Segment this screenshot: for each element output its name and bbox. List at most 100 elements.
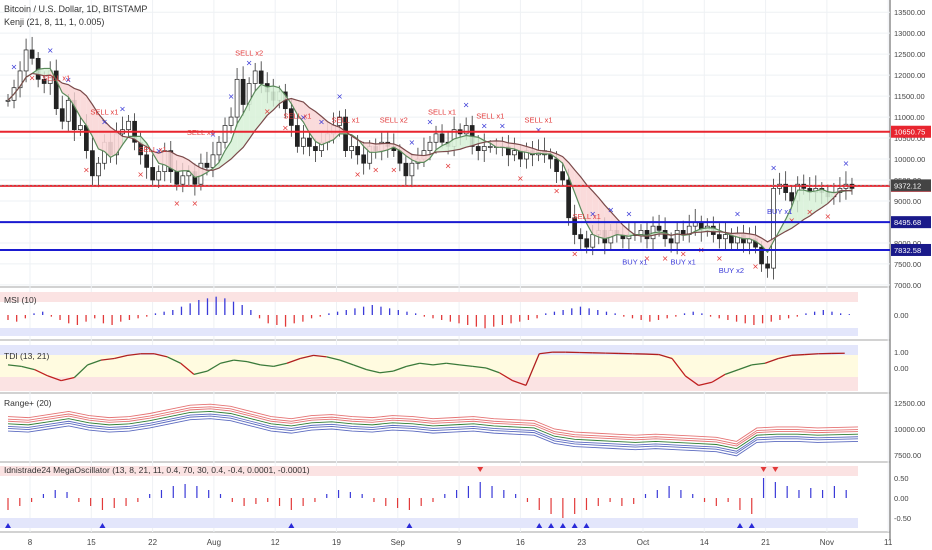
candle-body: [548, 154, 553, 160]
x-tick-label: 14: [700, 538, 709, 547]
y-tick-label: 12500.00: [894, 50, 925, 59]
range-band-line: [7, 415, 859, 454]
trade-annotation: SELL x1: [90, 107, 118, 116]
kenji-cloud: [68, 84, 75, 107]
tdi-line-segment: [180, 362, 195, 375]
level-price-tag: [891, 243, 931, 256]
price-axis: [890, 0, 932, 550]
kenji-cloud: [743, 233, 750, 239]
osc-buy-triangle: [736, 523, 743, 528]
indicator-title: Kenji (21, 8, 11, 1, 0.005): [4, 17, 105, 27]
kenji-cloud: [454, 137, 461, 151]
candle-body: [150, 167, 156, 181]
kenji-cloud: [791, 190, 798, 229]
kenji-cloud: [291, 98, 298, 115]
signal-cross-marker: ×: [463, 100, 470, 109]
signal-cross-marker: ×: [29, 73, 36, 82]
tdi-line-segment: [353, 364, 367, 371]
tdi-line-segment: [286, 357, 301, 364]
y-tick-label: 12000.00: [894, 71, 925, 80]
tdi-line-segment: [153, 353, 168, 358]
candle-body: [144, 154, 150, 168]
x-tick-label: Sep: [391, 538, 406, 547]
tdi-line-segment: [60, 376, 75, 382]
tdi-line-segment: [379, 370, 394, 374]
candle-body: [258, 70, 264, 84]
signal-cross-marker: ×: [83, 166, 90, 175]
tdi-line-segment: [326, 356, 341, 361]
range-band-line: [7, 403, 859, 442]
tdi-line-segment: [751, 362, 766, 366]
msi-overbought-band: [0, 292, 858, 302]
osc-y-tick: 0.50: [894, 474, 909, 483]
osc-buy-triangle: [748, 523, 755, 528]
candle-body: [288, 108, 294, 126]
candle-body: [295, 125, 300, 147]
trade-annotation: BUY x2: [719, 266, 744, 275]
trade-annotation: SELL x1: [524, 116, 552, 125]
kenji-cloud: [423, 154, 430, 163]
signal-cross-marker: ×: [716, 254, 723, 263]
candle-body: [789, 192, 795, 202]
kenji-cloud: [496, 140, 503, 148]
signal-cross-marker: ×: [535, 126, 542, 135]
kenji-cloud: [170, 151, 177, 172]
candle-body: [512, 150, 517, 156]
candle-body: [23, 49, 29, 72]
osc-buy-triangle: [571, 523, 578, 528]
signal-cross-marker: ×: [354, 170, 361, 179]
signal-cross-marker: ×: [173, 199, 180, 208]
signal-cross-marker: ×: [481, 121, 488, 130]
kenji-cloud: [381, 143, 388, 152]
trade-annotation: BUY x1: [622, 258, 647, 267]
signal-cross-marker: ×: [101, 117, 108, 126]
tdi-line-segment: [47, 375, 62, 382]
tdi-line-segment: [658, 353, 673, 360]
candle-body: [234, 78, 240, 118]
tdi-line-segment: [804, 353, 819, 356]
msi-oversold-band: [0, 328, 858, 336]
kenji-cloud: [707, 227, 714, 232]
range-y-tick: 10000.00: [894, 425, 925, 434]
tdi-line-segment: [366, 368, 381, 374]
candle-body: [210, 154, 216, 168]
signal-cross-marker: ×: [553, 187, 560, 196]
tdi-line-segment: [684, 375, 700, 386]
kenji-cloud: [532, 148, 539, 155]
candle-body: [252, 70, 258, 84]
kenji-cloud: [809, 190, 816, 217]
x-tick-label: Nov: [820, 538, 834, 547]
x-tick-label: 15: [87, 538, 96, 547]
candle-body: [572, 217, 578, 235]
trade-annotation: SELL x1: [476, 111, 504, 120]
candle-body: [313, 146, 318, 151]
kenji-cloud: [749, 233, 756, 242]
x-tick-label: Oct: [637, 538, 650, 547]
msi-y-tick: 0.00: [894, 311, 909, 320]
tdi-line-segment: [7, 364, 22, 368]
range-band-line: [7, 410, 859, 450]
kenji-cloud: [249, 91, 256, 140]
level-price-label: 10650.75: [894, 128, 925, 137]
kenji-cloud: [375, 143, 382, 153]
trade-annotation: SELL x1: [573, 212, 601, 221]
kenji-cloud: [86, 95, 93, 137]
kenji-cloud: [393, 144, 400, 151]
osc-sell-triangle: [772, 467, 779, 472]
candle-body: [439, 133, 445, 143]
signal-cross-marker: ×: [390, 166, 397, 175]
signal-cross-marker: ×: [626, 210, 633, 219]
kenji-cloud: [243, 101, 250, 148]
candle-body: [337, 116, 342, 126]
kenji-cloud: [110, 127, 117, 158]
level-price-label: 8495.68: [894, 218, 921, 227]
kenji-cloud: [116, 131, 123, 155]
kenji-cloud: [315, 111, 322, 145]
tdi-line-segment: [273, 362, 288, 368]
tdi-line-segment: [764, 357, 779, 364]
tdi-line-segment: [525, 353, 540, 386]
signal-cross-marker: ×: [770, 163, 777, 172]
candle-body: [96, 162, 101, 177]
tdi-line-segment: [459, 364, 473, 368]
